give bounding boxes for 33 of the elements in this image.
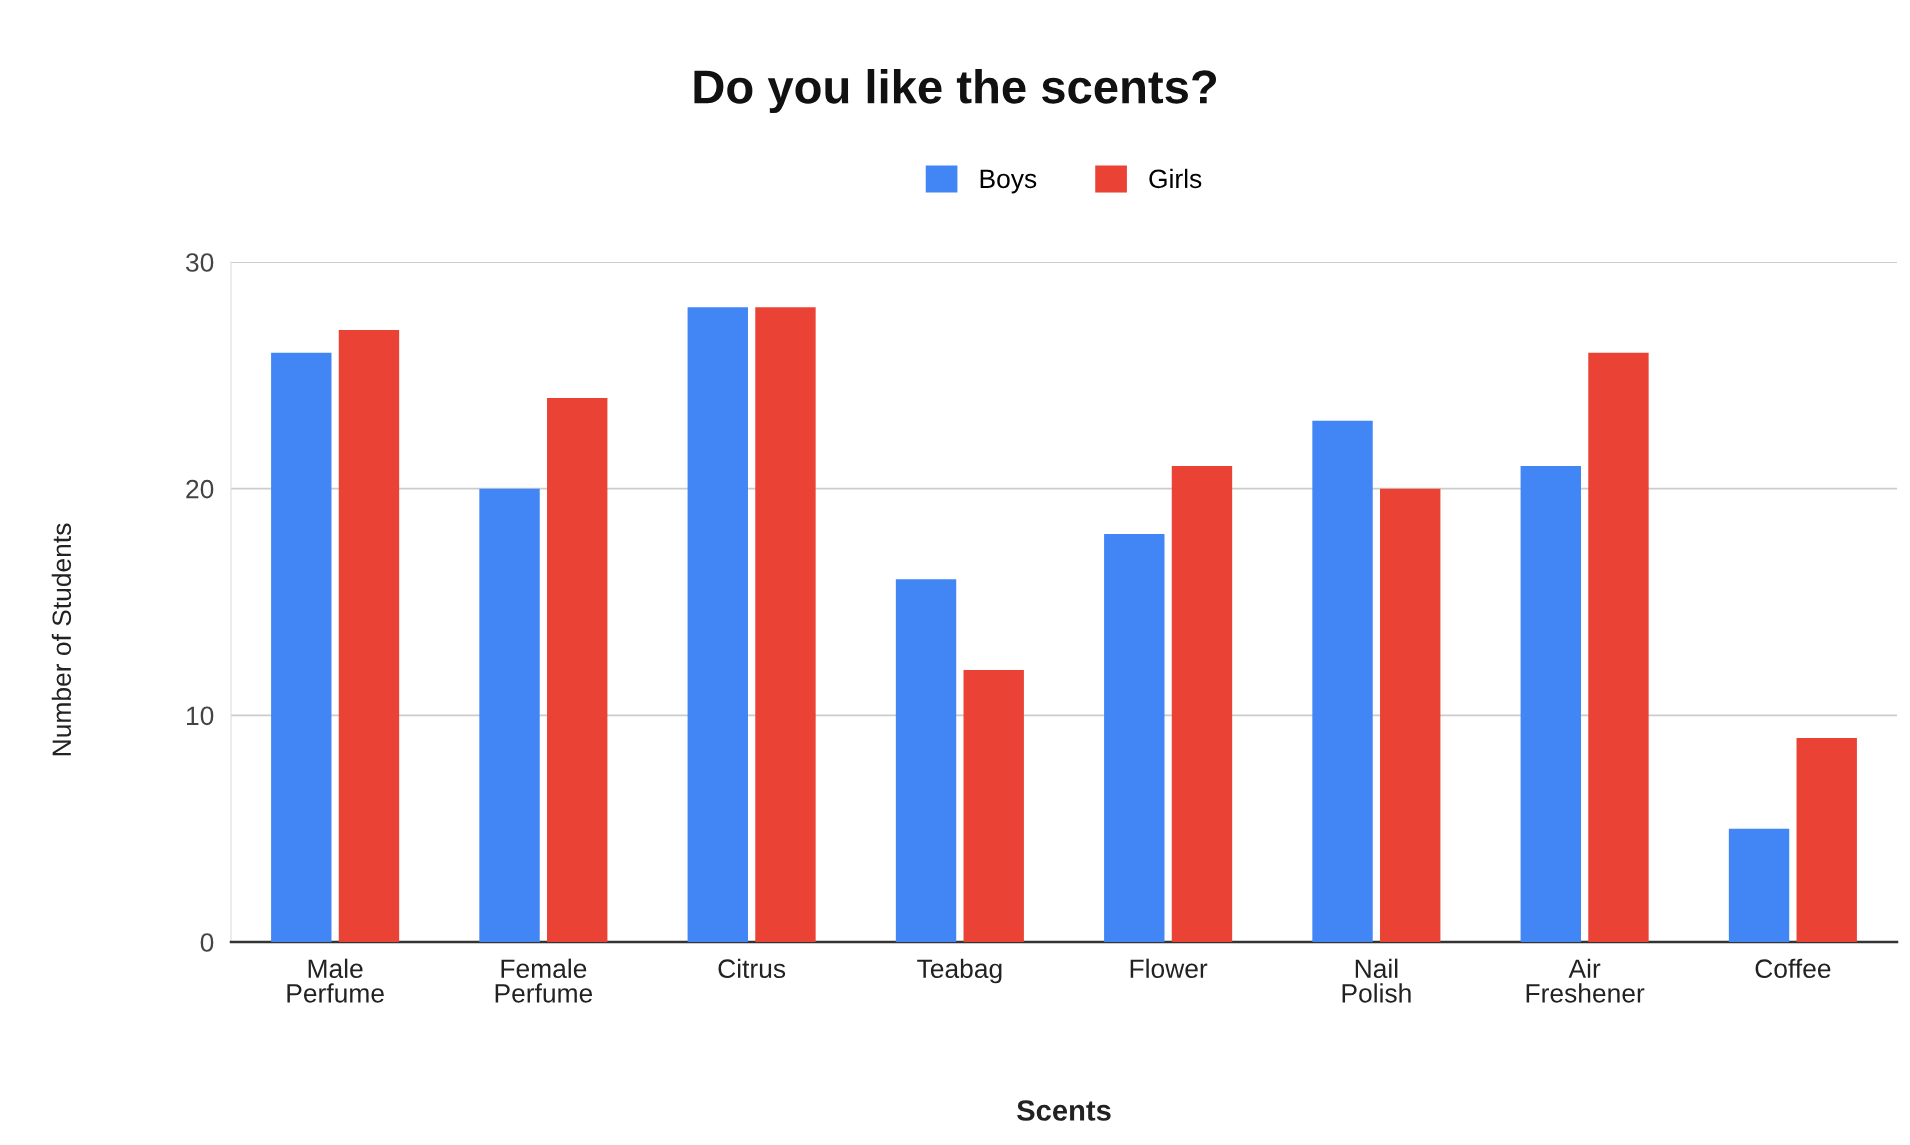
bar <box>479 488 540 942</box>
legend-label: Boys <box>980 169 1037 194</box>
bar <box>1588 352 1649 942</box>
x-tick-label: Nail Polish <box>1342 958 1411 1003</box>
bar <box>1520 466 1581 942</box>
x-tick-label: Teabag <box>917 958 1002 984</box>
bar <box>271 352 332 942</box>
bar <box>1312 420 1373 942</box>
bar <box>895 579 957 942</box>
x-tick-label: Air Freshener <box>1526 958 1645 1003</box>
bar <box>687 307 748 942</box>
bar <box>1796 738 1857 942</box>
bar <box>963 670 1024 942</box>
x-tick-label: Coffee <box>1755 958 1831 979</box>
bar <box>547 398 608 942</box>
y-tick-label: 0 <box>200 933 214 952</box>
bar <box>338 330 400 942</box>
bar <box>1171 466 1233 942</box>
x-tick-label: Flower <box>1130 958 1208 979</box>
y-tick-label: 30 <box>185 253 214 272</box>
y-tick-label: 20 <box>186 479 214 499</box>
legend-label: Girls <box>1149 168 1202 189</box>
x-tick-label: Male Perfume <box>287 958 384 1003</box>
chart-title: Do you like the scents? <box>694 68 1217 114</box>
bar <box>1728 828 1790 942</box>
x-axis-title: Scents <box>1017 1100 1111 1121</box>
x-tick-label: Citrus <box>718 958 786 979</box>
y-tick-label: 10 <box>187 706 214 726</box>
bar <box>755 307 816 942</box>
x-tick-label: Female Perfume <box>495 958 593 1003</box>
y-axis-title: Number of Students <box>51 523 72 756</box>
bar <box>1380 488 1441 942</box>
bar <box>1104 534 1165 942</box>
